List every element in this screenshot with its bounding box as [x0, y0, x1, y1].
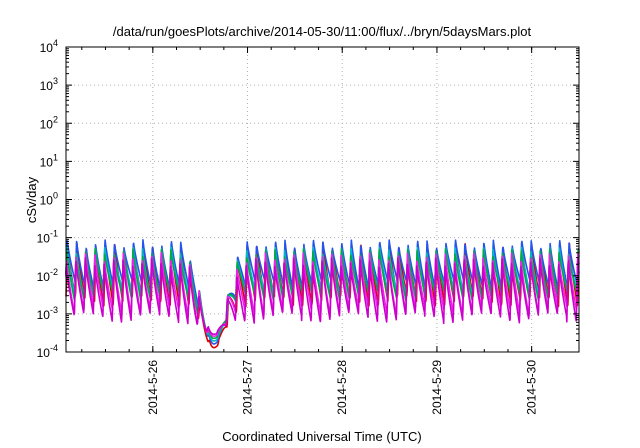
x-tick-label: 2014-5-26	[146, 360, 160, 415]
y-tick-label: 10-4	[37, 343, 58, 360]
series-layer	[65, 239, 580, 349]
x-tick-label: 2014-5-27	[241, 360, 255, 415]
y-tick-label: 10-3	[37, 305, 58, 322]
y-tick-label: 10-2	[37, 267, 58, 284]
x-tick-label: 2014-5-29	[430, 360, 444, 415]
y-tick-label: 10-1	[37, 229, 58, 246]
y-tick-label: 101	[40, 152, 58, 169]
y-tick-label: 104	[40, 38, 58, 55]
grid	[66, 47, 579, 352]
y-axis: 10-4 10-3 10-2 10-1 100 101 102 103 104	[37, 38, 579, 360]
x-axis-label: Coordinated Universal Time (UTC)	[222, 429, 421, 444]
y-tick-label: 103	[40, 76, 58, 93]
x-axis: 2014-5-26 2014-5-27 2014-5-28 2014-5-29 2014…	[81, 47, 556, 415]
chart-title: /data/run/goesPlots/archive/2014-05-30/1…	[113, 24, 532, 39]
y-axis-label: cSv/day	[24, 176, 39, 223]
y-tick-label: 102	[40, 114, 58, 131]
series-line	[65, 256, 580, 336]
x-tick-label: 2014-5-28	[335, 360, 349, 415]
y-tick-label: 100	[40, 191, 58, 208]
x-tick-label: 2014-5-30	[525, 360, 539, 415]
